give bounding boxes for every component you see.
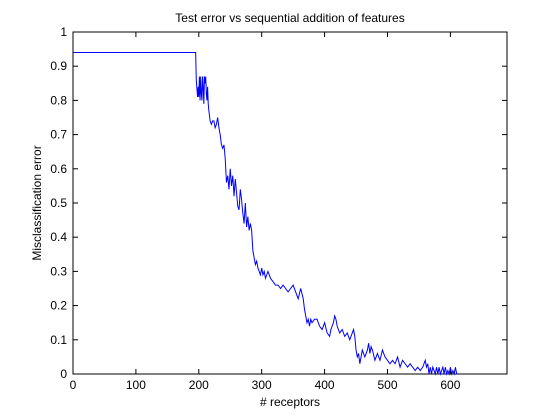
plot-area bbox=[72, 31, 508, 375]
axis-ticks: 0 100 200 300 400 500 600 0 0.1 0.2 0.3 0.4 0.5 0.6 0.… bbox=[50, 25, 507, 392]
error-series-line bbox=[73, 52, 458, 376]
y-tick-label: 0.3 bbox=[50, 264, 67, 278]
y-tick-label: 0.6 bbox=[50, 162, 67, 176]
x-axis-label: # receptors bbox=[260, 395, 320, 409]
y-tick-label: 0.8 bbox=[50, 93, 67, 107]
x-tick-label: 0 bbox=[70, 378, 77, 392]
y-tick-label: 0.5 bbox=[50, 196, 67, 210]
y-axis-label: Misclassification error bbox=[30, 145, 44, 260]
data-series bbox=[73, 52, 458, 376]
y-tick-label: 0.4 bbox=[50, 230, 67, 244]
x-tick-label: 300 bbox=[252, 378, 272, 392]
y-tick-label: 0.7 bbox=[50, 128, 67, 142]
y-tick-label: 0.9 bbox=[50, 59, 67, 73]
x-tick-label: 100 bbox=[126, 378, 146, 392]
x-tick-label: 400 bbox=[315, 378, 335, 392]
y-tick-label: 0.1 bbox=[50, 333, 67, 347]
x-tick-label: 200 bbox=[189, 378, 209, 392]
x-tick-label: 500 bbox=[377, 378, 397, 392]
x-tick-label: 600 bbox=[440, 378, 460, 392]
y-tick-label: 0.2 bbox=[50, 299, 67, 313]
y-tick-label: 0 bbox=[60, 367, 67, 381]
y-tick-label: 1 bbox=[60, 25, 67, 39]
chart-title: Test error vs sequential addition of fea… bbox=[175, 11, 404, 25]
